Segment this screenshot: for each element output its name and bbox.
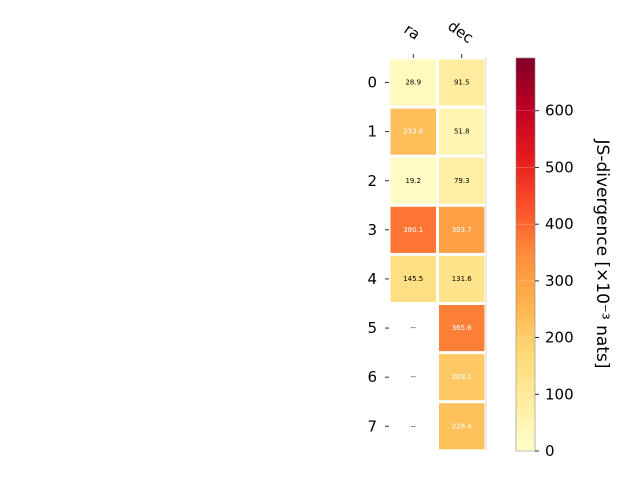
heatmap-cell	[439, 255, 485, 302]
x-axis: ra dec	[401, 17, 477, 58]
cell-value-label: 303.7	[452, 226, 472, 234]
colorbar-gradient	[515, 57, 536, 452]
cell-value-label: 228.4	[452, 422, 473, 430]
cell-value-label: 380.1	[403, 226, 423, 234]
cell-value-label: 28.9	[405, 79, 421, 87]
heatmap-cell	[439, 206, 485, 253]
cell-value-label: 233.8	[403, 128, 423, 136]
colorbar-tick-label: 500	[545, 158, 574, 176]
y-axis: 0 1 2 3 4 5 6 7	[367, 74, 389, 435]
cell-value-label: 51.8	[454, 128, 470, 136]
cell-value-label: 365.6	[452, 324, 473, 332]
colorbar-tick-label: 200	[545, 329, 574, 347]
colorbar-tick-label: 0	[545, 442, 555, 460]
heatmap-cell	[390, 59, 436, 106]
heatmap-cell	[390, 108, 436, 155]
cell-value-label: 79.3	[454, 177, 470, 185]
heatmap-cell	[390, 255, 436, 302]
heatmap-cell	[439, 59, 485, 106]
y-tick-label: 0	[367, 74, 377, 92]
x-tick-label: dec	[444, 17, 476, 47]
heatmap-cell	[390, 206, 436, 253]
colorbar-tick-label: 400	[545, 215, 574, 233]
heatmap-cell	[439, 108, 485, 155]
heatmap-cell	[439, 157, 485, 204]
y-tick-label: 7	[367, 417, 377, 435]
colorbar-tick-label: 300	[545, 272, 574, 290]
colorbar-tick-label: 100	[545, 385, 574, 403]
heatmap-cells: 28.9 91.5 233.8 51.8 19.2 79.3 380.1 303.7 145.5…	[390, 58, 487, 451]
y-tick-label: 1	[367, 123, 377, 141]
y-tick-label: 2	[367, 172, 377, 190]
y-tick-label: 6	[367, 368, 377, 386]
colorbar-ticks: 0 100 200 300 400 500 600	[516, 102, 574, 460]
cell-value-label: --	[411, 422, 417, 430]
heatmap-cell	[439, 305, 485, 352]
colorbar-tick-label: 600	[545, 102, 574, 120]
x-tick-label: ra	[401, 20, 424, 44]
heatmap-cell	[390, 157, 436, 204]
colorbar: 0 100 200 300 400 500 600 JS-divergence [×10⁻³…	[515, 57, 612, 460]
cell-value-label: 131.6	[452, 275, 473, 283]
y-tick-label: 3	[367, 221, 377, 239]
cell-value-label: --	[411, 324, 417, 332]
heatmap-cell	[439, 354, 485, 401]
colorbar-label: JS-divergence [×10⁻³ nats]	[592, 139, 612, 369]
cell-value-label: 145.5	[403, 275, 423, 283]
cell-value-label: --	[411, 373, 417, 381]
cell-value-label: 91.5	[454, 79, 470, 87]
cell-value-label: 209.1	[452, 373, 472, 381]
cell-value-label: 19.2	[405, 177, 421, 185]
y-tick-label: 5	[367, 319, 377, 337]
y-tick-label: 4	[367, 270, 377, 288]
heatmap-cell	[439, 403, 485, 450]
